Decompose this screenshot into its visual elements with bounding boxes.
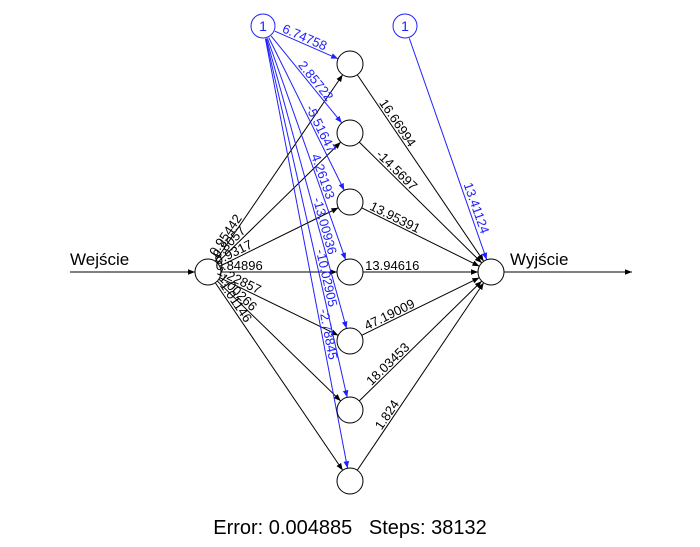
output-weight-label: -14.5697 — [373, 147, 420, 194]
bias-hidden-edge — [274, 30, 339, 60]
hidden-output-edge — [356, 74, 485, 262]
input-hidden-edge — [219, 277, 339, 336]
output-weight-label: 13.95391 — [368, 198, 423, 236]
output-bias-weight-label: 13.41124 — [461, 180, 493, 235]
hidden-output-edge — [358, 280, 483, 402]
input-hidden-edge — [214, 282, 344, 471]
bias-node — [250, 13, 276, 39]
bias-weight-label: -10.02905 — [313, 248, 341, 308]
input-hidden-edge — [214, 74, 344, 262]
bias-hidden-edge — [268, 37, 345, 191]
hidden-node — [336, 119, 364, 147]
bias-hidden-edge — [265, 38, 349, 398]
input-hidden-edge — [219, 207, 339, 267]
bias-weight-label: 6.74758 — [280, 21, 329, 54]
input-weight-label: 0.84896 — [216, 258, 263, 273]
error-text: Error: 0.004885 — [213, 517, 353, 539]
hidden-node — [336, 188, 364, 216]
labels-layer: 0.954420.80570.93170.848961.228571.00266… — [70, 21, 568, 432]
output-node — [477, 258, 505, 286]
output-weight-label: 1.824 — [372, 397, 403, 432]
input-hidden-edge — [216, 141, 342, 264]
steps-text: Steps: 38132 — [368, 517, 487, 539]
hidden-output-edge — [356, 282, 485, 471]
hidden-node — [336, 467, 364, 495]
hidden-node — [336, 396, 364, 424]
bias-weight-label: -2.78845 — [316, 308, 340, 361]
input-hidden-edge — [216, 280, 342, 402]
hidden-output-edge — [361, 277, 480, 336]
bias-weight-label: -13.00936 — [310, 196, 340, 256]
hidden-node — [336, 327, 364, 355]
bias-weight-label: 2.85722 — [295, 58, 336, 104]
bias-hidden-edge — [270, 35, 343, 124]
output-label: Wyjście — [510, 250, 568, 269]
output-weight-label: 47.19009 — [362, 296, 417, 333]
output-weight-label: 16.66994 — [376, 96, 419, 149]
bias-node-label: 1 — [259, 18, 267, 34]
bias-output-edge — [408, 38, 488, 260]
edges-layer — [70, 30, 632, 471]
input-node — [194, 258, 222, 286]
bias-weight-label: -5.51647 — [303, 102, 339, 155]
hidden-output-edge — [361, 207, 480, 267]
bias-hidden-edge — [265, 38, 348, 329]
bias-hidden-edge — [264, 38, 349, 469]
output-weight-label: 18.03453 — [363, 340, 412, 389]
output-weight-label: 13.94616 — [365, 258, 419, 273]
training-summary: Error: 0.004885 Steps: 38132 — [0, 517, 700, 540]
bias-node-label: 1 — [401, 18, 409, 34]
hidden-node — [336, 258, 364, 286]
hidden-output-edge — [358, 141, 483, 264]
input-label: Wejście — [70, 250, 129, 269]
bias-weight-label: 4.26193 — [308, 152, 338, 201]
bias-node — [392, 13, 418, 39]
hidden-node — [336, 50, 364, 78]
bias-hidden-edge — [266, 38, 347, 260]
